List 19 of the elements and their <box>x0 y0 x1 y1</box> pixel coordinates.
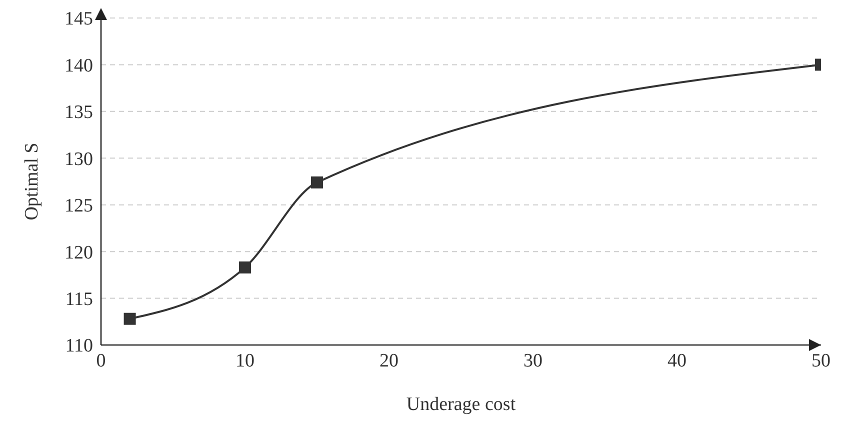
point <box>311 176 323 188</box>
y-tick-label: 120 <box>64 242 93 264</box>
y-tick-label: 145 <box>64 8 93 30</box>
y-tick-label: 125 <box>64 196 93 217</box>
x-tick-label: 40 <box>668 350 686 372</box>
y-tick-label: 140 <box>64 55 93 76</box>
x-tick-label: 20 <box>380 350 398 372</box>
x-tick-label: 0 <box>96 350 106 372</box>
y-tick-label: 130 <box>64 148 93 170</box>
y-tick-label: 110 <box>65 336 93 357</box>
x-tick-label: 30 <box>524 350 542 372</box>
point <box>124 312 136 325</box>
y-tick-label: 135 <box>64 102 93 124</box>
y-axis-title: Optimal S <box>22 142 43 220</box>
x-axis-title: Underage cost <box>406 394 516 415</box>
x-tick-label: 10 <box>236 350 254 372</box>
point <box>239 261 251 274</box>
x-tick-label: 50 <box>812 350 830 372</box>
y-tick-label: 115 <box>65 289 93 310</box>
